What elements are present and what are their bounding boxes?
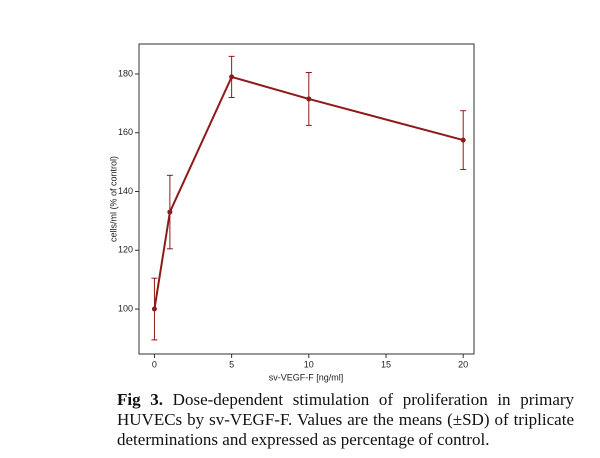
data-point [306,96,312,102]
caption: Fig 3. Dose-dependent stimulation of pro… [117,390,574,450]
caption-label: Fig 3. [117,390,164,409]
plot-frame [138,43,475,355]
y-tick-label: 160 [118,127,133,137]
chart: sv-VEGF-F [ng/ml] cells/ml (% of control… [108,43,475,382]
x-tick-label: 5 [229,359,234,369]
caption-text: Dose-dependent stimulation of proliferat… [117,390,575,449]
y-axis-label: cells/ml (% of control) [108,156,118,242]
y-tick-label: 100 [118,303,133,313]
x-tick-label: 15 [381,359,391,369]
x-tick-label: 20 [458,359,468,369]
y-tick-label: 140 [118,186,133,196]
data-point [151,306,157,312]
y-tick-label: 180 [118,68,133,78]
data-point [460,137,466,143]
data-point [167,209,173,215]
x-axis-label: sv-VEGF-F [ng/ml] [269,372,344,382]
x-tick-label: 10 [304,359,314,369]
x-tick-label: 0 [152,359,157,369]
y-tick-label: 120 [118,245,133,255]
data-point [229,74,235,80]
